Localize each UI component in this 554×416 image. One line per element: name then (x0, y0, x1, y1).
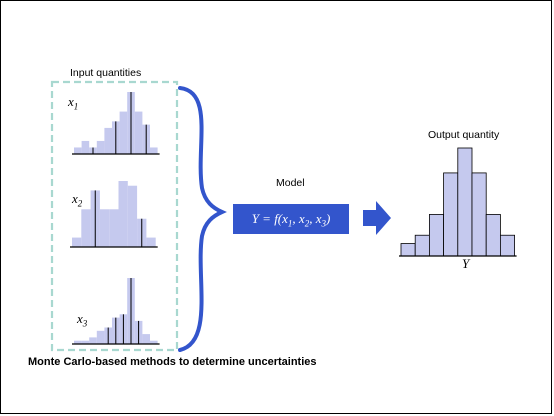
eq-sep-1: , x (292, 211, 305, 226)
eq-sub-1: 1 (287, 218, 293, 229)
histogram-x1 (72, 92, 160, 155)
hist-x3-bar (150, 340, 158, 344)
model-box: Y = f(x1, x2, x3) (233, 204, 349, 234)
hist-y-bar (414, 234, 430, 257)
hist-x1-bar (104, 127, 112, 154)
eq-lhs: Y = f(x (251, 211, 288, 226)
hist-x3-bar (96, 330, 105, 344)
hist-x2-bar (72, 237, 82, 247)
hist-x3-bar (89, 337, 97, 344)
hist-y-bar (471, 172, 487, 257)
eq-sep-2: , x (309, 211, 322, 226)
eq-sub-3: 3 (321, 218, 326, 229)
variable-x1-label: x1 (68, 94, 78, 112)
variable-x1-sub: 1 (73, 101, 79, 112)
variable-y-label: Y (462, 256, 470, 271)
input-quantities-box (50, 80, 179, 352)
histogram-x3 (72, 278, 160, 345)
hist-x1-bar (96, 140, 105, 154)
output-quantity-label: Output quantity (428, 129, 500, 141)
hist-x3-bar (142, 334, 150, 344)
hist-x2-bar (81, 209, 91, 247)
hist-x1-bar (150, 147, 158, 154)
hist-y-bar (400, 243, 416, 257)
hist-x2-bar (127, 185, 138, 247)
caption: Monte Carlo-based methods to determine u… (28, 356, 317, 368)
brace-connector (178, 86, 227, 352)
hist-y-bar (485, 214, 501, 257)
variable-x3-base: x (77, 311, 83, 326)
model-equation: Y = f(x1, x2, x3) (233, 204, 349, 234)
variable-x2-sub: 2 (77, 198, 83, 209)
hist-x2-bar (118, 181, 128, 247)
hist-y-bar (457, 147, 473, 257)
variable-x2-label: x2 (72, 191, 82, 209)
hist-x1-bar (74, 147, 82, 154)
hist-y-bar (443, 172, 459, 257)
model-label: Model (276, 177, 305, 189)
histogram-x2 (70, 181, 158, 248)
eq-sub-2: 2 (304, 218, 310, 229)
hist-y-bar (499, 234, 515, 257)
variable-x3-label: x3 (77, 311, 87, 329)
hist-x1-bar (134, 111, 143, 154)
hist-x1-bar (119, 111, 128, 154)
hist-x2-bar (146, 237, 156, 247)
hist-x3-bar (81, 340, 90, 344)
eq-rhs: ) (325, 211, 331, 226)
hist-x1-bar (81, 140, 90, 154)
hist-y-bar (428, 214, 444, 257)
hist-x2-bar (109, 209, 119, 247)
variable-x1-base: x (68, 94, 74, 109)
right-arrow-icon (363, 201, 391, 235)
variable-x2-base: x (72, 191, 78, 206)
histogram-output-y (399, 147, 517, 257)
hist-x2-bar (99, 209, 110, 247)
input-quantities-label: Input quantities (70, 67, 142, 79)
variable-x3-sub: 3 (82, 318, 88, 329)
hist-x3-bar (74, 340, 82, 344)
